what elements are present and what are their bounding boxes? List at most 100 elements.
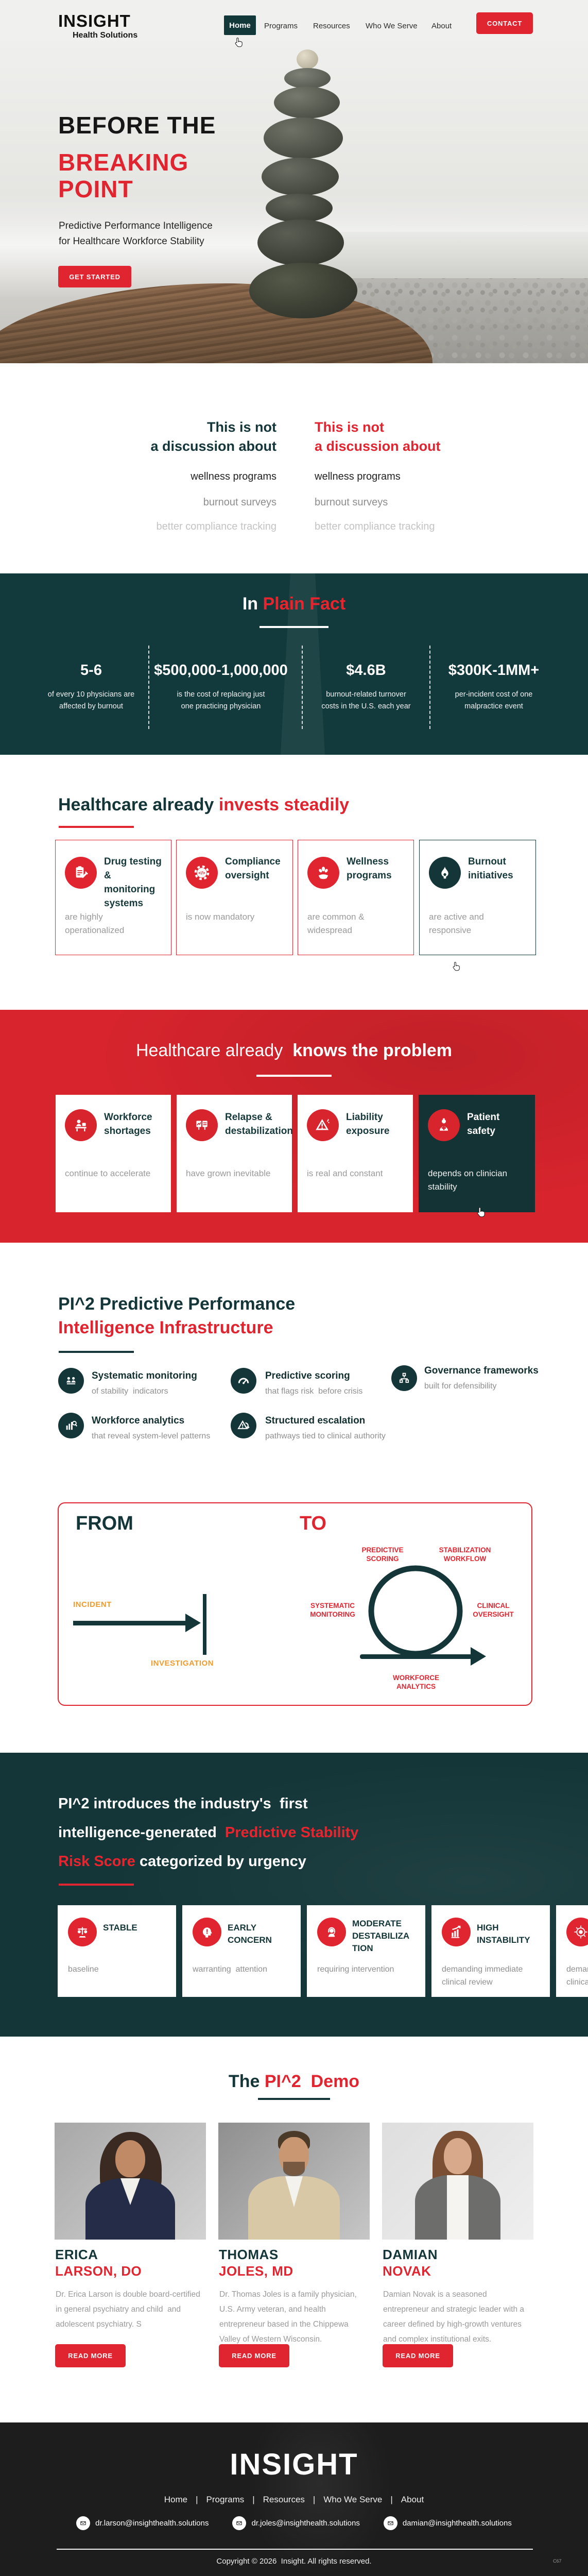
demo-heading-highlight: PI^2 Demo [264, 2072, 360, 2091]
escalation-warning-icon [237, 1420, 250, 1429]
person-first-name: ERICA [55, 2247, 98, 2262]
profile-photo-thomas [218, 2123, 370, 2240]
incident-label: INCIDENT [73, 1600, 112, 1609]
risk-heading-line2: intelligence-generated Predictive Stabil… [58, 1823, 358, 1842]
invests-card: Drug testing & monitoring systems are hi… [55, 840, 171, 955]
nav-separator: | [390, 2495, 393, 2504]
mouse-cursor-icon [453, 962, 460, 971]
hero-title-line1: BEFORE THE [58, 112, 216, 139]
footer-nav-home[interactable]: Home [164, 2495, 188, 2504]
envelope-icon [388, 2521, 393, 2526]
loop-exit-line [360, 1654, 472, 1659]
cairn-stone [274, 87, 340, 118]
risk-card: MODERATE DESTABILIZATION requiring inter… [307, 1905, 425, 1997]
footer-email-group[interactable]: damian@insighthealth.solutions [383, 2516, 512, 2530]
liability-alert-icon [316, 1118, 330, 1130]
nav-item-home[interactable]: Home [224, 15, 256, 35]
patient-safety-icon [440, 1118, 448, 1131]
card-desc: are highly operationalized [65, 912, 125, 935]
envelope-icon [236, 2521, 243, 2526]
knows-section: Healthcare already knows the problem Wor… [0, 1010, 588, 1243]
not-about-right-heading-line2: a discussion about [315, 438, 441, 454]
footer-email[interactable]: dr.larson@insighthealth.solutions [95, 2519, 209, 2528]
nav-separator: | [313, 2495, 316, 2504]
footer-nav: Home | Programs | Resources | Who We Ser… [0, 2495, 588, 2505]
card-title: Compliance oversight [225, 856, 283, 881]
cairn-stone [284, 68, 331, 89]
nav-item-who-we-serve[interactable]: Who We Serve [366, 22, 418, 30]
workforce-desk-icon [75, 1120, 87, 1131]
risk-card-title: EARLY CONCERN [228, 1923, 272, 1945]
footer-stones-silhouette [247, 2422, 391, 2576]
loop-label-clinical-oversight: CLINICAL OVERSIGHT [473, 1602, 514, 1618]
nav-item-resources[interactable]: Resources [313, 22, 350, 30]
investigation-label: INVESTIGATION [150, 1659, 214, 1668]
stat-separator [302, 646, 303, 729]
footer-email-group[interactable]: dr.joles@insighthealth.solutions [232, 2516, 360, 2530]
plain-fact-title: In Plain Fact [0, 594, 588, 614]
footer-nav-who-we-serve[interactable]: Who We Serve [323, 2495, 383, 2504]
risk-heading-line2-white: intelligence-generated [58, 1824, 225, 1841]
radiating-person-icon [574, 1925, 587, 1939]
feature-desc: that flags risk before crisis [265, 1387, 363, 1396]
rising-chart-icon [451, 1925, 461, 1938]
svg-text:</>: </> [198, 871, 205, 876]
contact-button[interactable]: CONTACT [476, 12, 533, 34]
loop-label-workforce-analytics: WORKFORCE ANALYTICS [393, 1674, 441, 1690]
stat-desc: burnout-related turnover costs in the U.… [321, 690, 411, 710]
risk-card-title: MODERATE DESTABILIZATION [352, 1919, 410, 1953]
face [444, 2138, 472, 2174]
nav-separator: | [252, 2495, 255, 2504]
not-about-left-heading-line1: This is not [207, 419, 276, 435]
risk-heading-line3: Risk Score categorized by urgency [58, 1852, 306, 1871]
logo[interactable]: INSIGHT [58, 11, 131, 30]
cairn-stone [257, 219, 344, 266]
get-started-button[interactable]: GET STARTED [58, 266, 131, 287]
footer-email-group[interactable]: dr.larson@insighthealth.solutions [76, 2516, 209, 2530]
mouse-cursor-icon [235, 38, 243, 47]
to-label: TO [300, 1513, 327, 1534]
knows-heading: Healthcare already knows the problem [0, 1041, 588, 1061]
header: INSIGHT Health Solutions Home Programs R… [0, 0, 588, 41]
not-about-left-item: wellness programs [191, 471, 276, 482]
card-desc: depends on clinician stability [428, 1168, 510, 1192]
demo-heading-prefix: The [228, 2072, 265, 2091]
footer-nav-programs[interactable]: Programs [206, 2495, 245, 2504]
stat-value: 5-6 [80, 662, 102, 679]
footer-emails: dr.larson@insighthealth.solutions dr.jol… [0, 2516, 588, 2530]
read-more-button[interactable]: READ MORE [219, 2344, 289, 2367]
stat-value: $4.6B [346, 662, 386, 679]
nav-item-about[interactable]: About [431, 22, 452, 30]
read-more-button[interactable]: READ MORE [55, 2344, 126, 2367]
invests-card: Wellness programs are common & widesprea… [298, 840, 414, 955]
knows-card: Liability exposure is real and constant [298, 1095, 413, 1212]
nav-item-programs[interactable]: Programs [264, 22, 298, 30]
not-about-left-column: This is not a discussion about wellness … [0, 418, 276, 534]
analytics-magnifier-icon [66, 1420, 78, 1430]
stat-separator [429, 646, 430, 729]
footer-nav-about[interactable]: About [401, 2495, 424, 2504]
footer-email[interactable]: dr.joles@insighthealth.solutions [251, 2519, 360, 2528]
footer-email[interactable]: damian@insighthealth.solutions [402, 2519, 512, 2528]
heading-underline [256, 1075, 332, 1077]
not-about-left-item: better compliance tracking [156, 521, 276, 532]
invests-section: Healthcare already invests steadily Drug… [0, 755, 588, 1010]
title-underline [260, 626, 328, 628]
card-title: Drug testing & monitoring systems [104, 856, 165, 909]
risk-card-title: HIGH INSTABILITY [477, 1923, 530, 1945]
stat-value: $300K-1MM+ [448, 662, 540, 679]
loop-diagram [368, 1565, 463, 1657]
stat-desc: per-incident cost of one malpractice eve… [455, 690, 535, 710]
hero-subtitle-line1: Predictive Performance Intelligence [59, 221, 213, 231]
person-first-name: DAMIAN [383, 2247, 438, 2262]
feature-desc: that reveal system-level patterns [92, 1432, 211, 1440]
invests-heading: Healthcare already invests steadily [58, 795, 349, 815]
card-desc: are active and responsive [429, 912, 487, 935]
footer-nav-resources[interactable]: Resources [263, 2495, 305, 2504]
monitoring-people-icon [66, 1377, 76, 1384]
read-more-button[interactable]: READ MORE [383, 2344, 453, 2367]
demo-section: The PI^2 Demo ERICA LARSON, DO Dr. [0, 2037, 588, 2422]
hero-subtitle-line2: for Healthcare Workforce Stability [59, 236, 204, 247]
card-desc: is now mandatory [186, 912, 255, 922]
feature-title: Systematic monitoring [92, 1370, 197, 1381]
